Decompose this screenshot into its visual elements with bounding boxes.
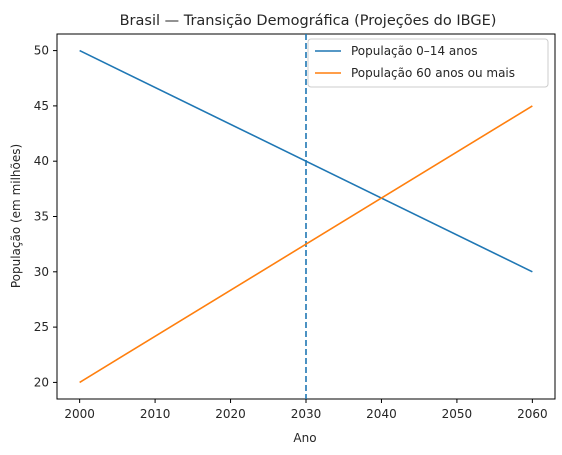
y-tick-label: 30 [34, 265, 49, 279]
legend-label-0-14: População 0–14 anos [351, 44, 477, 58]
x-tick-label: 2030 [291, 407, 322, 421]
series-group [79, 49, 533, 384]
x-tick-label: 2000 [64, 407, 95, 421]
y-tick-label: 20 [34, 375, 49, 389]
y-tick-label: 25 [34, 320, 49, 334]
x-tick-label: 2050 [442, 407, 473, 421]
series-line-0 [79, 49, 533, 273]
x-axis: 2000 2010 2020 2030 2040 2050 2060 [64, 399, 548, 421]
x-tick-label: 2040 [366, 407, 397, 421]
y-axis: 20 25 30 35 40 45 50 [34, 44, 57, 389]
x-tick-label: 2060 [517, 407, 548, 421]
y-tick-label: 40 [34, 154, 49, 168]
x-axis-title: Ano [293, 431, 316, 445]
chart-title: Brasil — Transição Demográfica (Projeçõe… [120, 13, 497, 29]
legend-label-60-mais: População 60 anos ou mais [351, 66, 515, 80]
x-tick-label: 2020 [215, 407, 246, 421]
y-tick-label: 50 [34, 44, 49, 58]
legend: População 0–14 anos População 60 anos ou… [307, 38, 549, 88]
x-tick-label: 2010 [140, 407, 171, 421]
y-tick-label: 35 [34, 210, 49, 224]
y-axis-title: População (em milhões) [9, 144, 23, 288]
series-line-1 [79, 105, 533, 384]
legend-frame [307, 38, 549, 88]
y-tick-label: 45 [34, 99, 49, 113]
